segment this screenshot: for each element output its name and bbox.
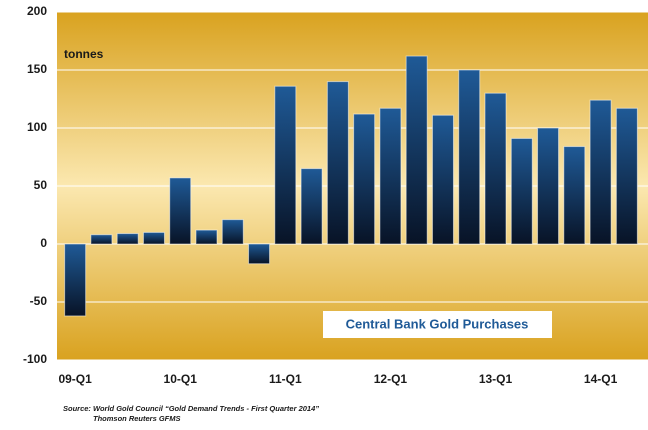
bar <box>195 229 218 245</box>
y-tick-label: 150 <box>27 62 47 76</box>
bar <box>484 92 507 245</box>
x-tick-label: 10-Q1 <box>164 372 198 386</box>
bar <box>431 114 454 245</box>
x-tick-label: 11-Q1 <box>269 372 302 386</box>
y-tick-label: 50 <box>34 178 48 192</box>
source: Source: World Gold Council “Gold Demand … <box>63 404 319 413</box>
bar <box>589 99 612 245</box>
x-tick-label: 13-Q1 <box>479 372 513 386</box>
bar <box>353 113 376 245</box>
x-tick-label: 14-Q1 <box>584 372 618 386</box>
y-tick-label: 100 <box>27 120 47 134</box>
bar <box>563 146 586 245</box>
bar <box>300 168 323 245</box>
bar <box>248 243 271 265</box>
chart-title: Central Bank Gold Purchases <box>346 316 529 331</box>
source: Thomson Reuters GFMS <box>93 414 181 423</box>
bar <box>221 219 244 245</box>
y-tick-label: -100 <box>23 352 47 366</box>
bar <box>379 107 402 245</box>
bar <box>64 243 87 317</box>
y-axis-label: tonnes <box>64 47 104 61</box>
bar <box>537 127 560 245</box>
y-tick-label: -50 <box>30 294 48 308</box>
bar <box>326 81 349 245</box>
bar <box>116 233 139 245</box>
title-box <box>323 311 552 338</box>
x-tick-label: 12-Q1 <box>374 372 408 386</box>
bar <box>142 231 165 245</box>
y-tick-label: 0 <box>40 236 47 250</box>
bar <box>90 234 113 245</box>
y-tick-label: 200 <box>27 4 47 18</box>
bar <box>615 107 638 245</box>
bar <box>510 137 533 245</box>
bar <box>405 55 428 245</box>
x-tick-label: 09-Q1 <box>58 372 92 386</box>
bar <box>169 177 192 245</box>
bar <box>458 69 481 245</box>
bar <box>274 85 297 245</box>
